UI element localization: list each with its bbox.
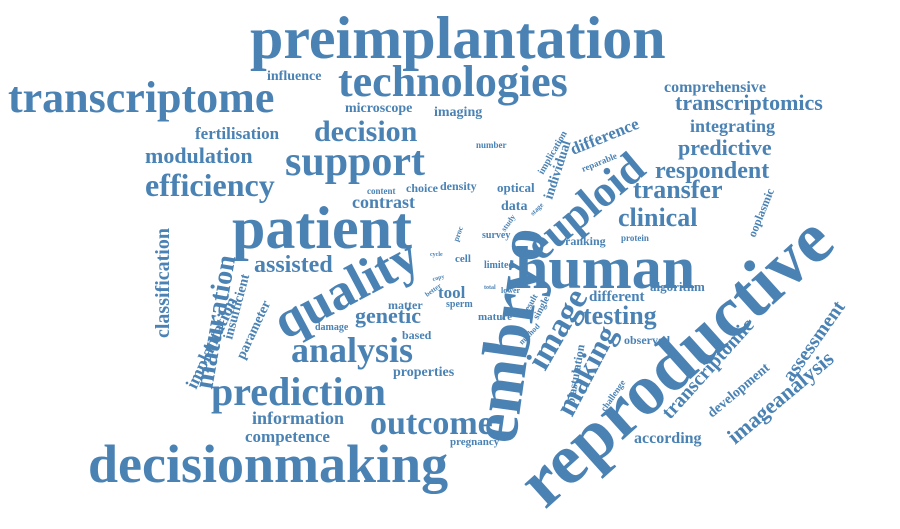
word-total: total [484, 285, 496, 291]
word-proc: proc [451, 225, 465, 243]
word-fertilisation: fertilisation [195, 124, 280, 143]
word-according: according [634, 430, 702, 447]
word-respondent: respondent [655, 158, 769, 184]
word-mature: mature [478, 311, 512, 323]
word-analysis: analysis [291, 330, 413, 370]
word-protein: protein [621, 233, 649, 243]
word-matter: matter [388, 298, 423, 312]
word-patient: patient [232, 195, 412, 261]
word-sperm: sperm [446, 299, 473, 310]
word-transfer: transfer [633, 175, 723, 204]
word-cycle: cycle [430, 252, 443, 258]
word-lower: lower [501, 286, 521, 295]
word-predictive: predictive [678, 135, 772, 160]
word-optical: optical [497, 180, 535, 195]
word-information: information [252, 408, 344, 428]
word-choice: choice [406, 181, 439, 195]
word-cell: cell [455, 253, 471, 265]
word-contrast: contrast [352, 192, 415, 212]
word-based: based [402, 328, 432, 342]
word-technologies: technologies [338, 57, 568, 106]
word-tool: tool [438, 283, 466, 302]
word-different: different [589, 289, 645, 305]
word-comprehensive: comprehensive [664, 79, 766, 96]
word-density: density [440, 179, 477, 193]
word-influence: influence [267, 69, 321, 84]
word-transcriptome: transcriptome [8, 73, 274, 122]
word-pregnancy: pregnancy [450, 436, 500, 448]
word-number: number [476, 140, 507, 150]
word-clinical: clinical [618, 203, 697, 232]
word-prediction: prediction [211, 369, 386, 414]
word-properties: properties [393, 365, 455, 380]
word-modulation: modulation [145, 143, 253, 168]
word-survey: survey [482, 230, 510, 241]
word-efficiency: efficiency [145, 167, 275, 203]
word-decision: decision [314, 115, 418, 148]
word-outcome: outcome [370, 405, 493, 442]
word-integrating: integrating [690, 116, 775, 136]
word-support: support [285, 139, 425, 185]
word-damage: damage [315, 322, 349, 333]
word-genetic: genetic [355, 303, 421, 328]
word-human: human [515, 235, 695, 301]
word-microscope: microscope [345, 101, 412, 116]
word-decisionmaking: decisionmaking [88, 434, 448, 494]
word-difference: difference [567, 114, 642, 159]
word-transcriptomics: transcriptomics [675, 90, 823, 115]
word-algorithm: algorithm [650, 279, 705, 294]
word-ranking: ranking [565, 234, 606, 248]
word-data: data [501, 199, 527, 214]
word-observed: observed [624, 333, 670, 347]
word-imaging: imaging [434, 105, 482, 120]
word-classification: classification [152, 228, 174, 338]
word-copy: copy [432, 274, 445, 283]
word-limited: limited [484, 260, 514, 271]
word-competence: competence [245, 427, 330, 446]
word-testing: testing [583, 301, 657, 330]
word-preimplantation: preimplantation [250, 5, 666, 71]
word-content: content [367, 186, 396, 196]
word-assisted: assisted [254, 252, 333, 278]
